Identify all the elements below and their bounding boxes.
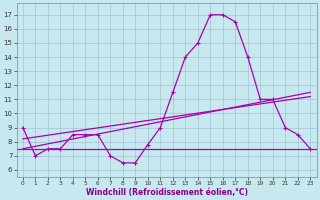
X-axis label: Windchill (Refroidissement éolien,°C): Windchill (Refroidissement éolien,°C) bbox=[85, 188, 248, 197]
